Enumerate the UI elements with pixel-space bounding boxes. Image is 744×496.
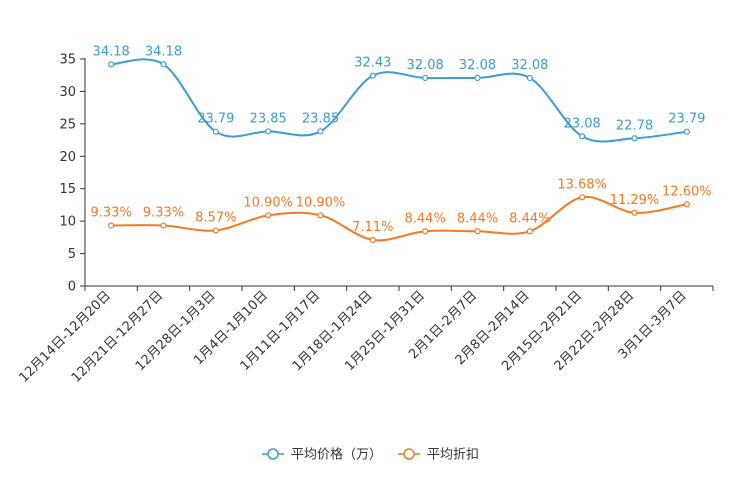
series-1-point[interactable] xyxy=(160,61,167,68)
series-1-point[interactable] xyxy=(579,133,586,140)
y-tick-label: 20 xyxy=(59,150,76,165)
series-1-data-label: 34.18 xyxy=(145,44,182,59)
series-2-data-label: 8.57% xyxy=(195,210,236,225)
y-tick-label: 30 xyxy=(59,85,76,100)
series-2-point[interactable] xyxy=(526,228,533,235)
series-1-data-label: 23.85 xyxy=(302,111,339,126)
series-1-data-label: 32.08 xyxy=(459,58,496,73)
series-2-data-label: 7.11% xyxy=(352,220,393,235)
y-tick-label: 5 xyxy=(68,247,76,262)
series-1-point[interactable] xyxy=(265,128,272,135)
series-1-point[interactable] xyxy=(683,128,690,135)
y-tick-label: 35 xyxy=(59,53,76,68)
y-tick-label: 25 xyxy=(59,117,76,132)
series-2-point[interactable] xyxy=(108,222,115,229)
series-2-point[interactable] xyxy=(683,201,690,208)
chart-data-labels: 34.18 34.18 23.79 23.85 23.85 32.43 32.08 32.08… xyxy=(91,44,712,235)
series-2-point[interactable] xyxy=(369,236,376,243)
series-2-data-label: 8.44% xyxy=(457,211,498,226)
series-1-data-label: 23.79 xyxy=(668,112,705,127)
series-1-point[interactable] xyxy=(108,61,115,68)
legend-item-1[interactable]: 平均价格（万） xyxy=(262,447,382,463)
y-tick-label: 15 xyxy=(59,182,76,197)
series-1-data-label: 32.08 xyxy=(511,58,548,73)
series-2-data-label: 13.68% xyxy=(557,177,607,192)
series-1-data-label: 23.85 xyxy=(250,111,287,126)
series-1-point[interactable] xyxy=(212,128,219,135)
y-tick-label: 0 xyxy=(68,280,76,295)
series-2-point[interactable] xyxy=(474,228,481,235)
legend-label: 平均折扣 xyxy=(427,448,479,463)
series-2-data-label: 10.90% xyxy=(243,195,293,210)
x-tick-label: 12月21日-12月27日 xyxy=(69,288,166,385)
series-2-point[interactable] xyxy=(160,222,167,229)
series-2-point[interactable] xyxy=(317,212,324,219)
legend-item-2[interactable]: 平均折扣 xyxy=(398,448,479,463)
series-1-point[interactable] xyxy=(369,72,376,79)
legend-label: 平均价格（万） xyxy=(291,447,382,463)
chart-legend[interactable]: 平均价格（万） 平均折扣 xyxy=(262,447,479,463)
series-2-point[interactable] xyxy=(212,227,219,234)
series-2-data-label: 8.44% xyxy=(509,211,550,226)
series-2-data-label: 9.33% xyxy=(91,205,132,220)
chart-series xyxy=(108,58,690,243)
series-1-point[interactable] xyxy=(422,74,429,82)
series-1-data-label: 23.08 xyxy=(564,116,601,131)
series-1-point[interactable] xyxy=(631,135,638,142)
x-tick-label: 12月14日-12月20日 xyxy=(17,288,114,385)
series-1-point[interactable] xyxy=(474,74,481,82)
series-2-data-label: 8.44% xyxy=(405,211,446,226)
series-1-point[interactable] xyxy=(317,128,324,135)
y-tick-label: 10 xyxy=(59,215,76,230)
series-2-data-label: 9.33% xyxy=(143,205,184,220)
series-2-data-label: 11.29% xyxy=(610,193,660,208)
series-1-data-label: 32.43 xyxy=(354,56,391,71)
series-2-point[interactable] xyxy=(422,228,429,235)
series-1-data-label: 23.79 xyxy=(197,112,234,127)
series-2-data-label: 10.90% xyxy=(296,195,346,210)
series-1-data-label: 32.08 xyxy=(407,58,444,73)
series-2-point[interactable] xyxy=(265,212,272,219)
series-2-data-label: 12.60% xyxy=(662,184,712,199)
legend-marker-icon xyxy=(403,448,415,460)
series-2-point[interactable] xyxy=(579,194,586,201)
series-1-point[interactable] xyxy=(526,74,533,82)
series-2-point[interactable] xyxy=(631,209,638,216)
series-1-data-label: 34.18 xyxy=(93,44,130,59)
legend-marker-icon xyxy=(267,448,279,460)
series-line-2 xyxy=(111,196,688,242)
series-1-data-label: 22.78 xyxy=(616,118,653,133)
